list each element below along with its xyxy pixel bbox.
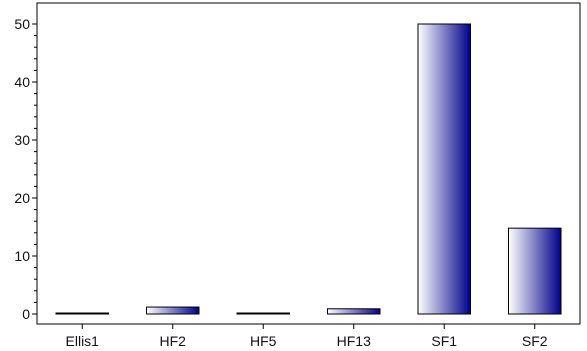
y-axis: 0 10 20 30 40 50 <box>14 16 37 322</box>
y-tick-label: 40 <box>14 74 30 90</box>
x-tick-label: SF1 <box>431 333 457 349</box>
x-tick-label: SF2 <box>522 333 548 349</box>
y-tick-label: 20 <box>14 190 30 206</box>
y-tick-label: 30 <box>14 132 30 148</box>
x-tick-label: HF5 <box>250 333 277 349</box>
bar-hf2 <box>146 306 200 315</box>
bar-sf1 <box>417 23 471 315</box>
x-tick-label: HF13 <box>337 333 371 349</box>
x-tick-label: Ellis1 <box>66 333 100 349</box>
y-tick-label: 50 <box>14 16 30 32</box>
bar-hf13 <box>327 308 381 315</box>
bar-ellis1 <box>55 312 109 315</box>
x-tick-label: HF2 <box>160 333 187 349</box>
y-tick-label: 0 <box>22 306 30 322</box>
bar-hf5 <box>236 312 290 315</box>
x-axis: Ellis1 HF2 HF5 HF13 SF1 SF2 <box>66 324 548 349</box>
bars <box>55 23 562 315</box>
y-tick-label: 10 <box>14 248 30 264</box>
bar-sf2 <box>508 227 562 315</box>
